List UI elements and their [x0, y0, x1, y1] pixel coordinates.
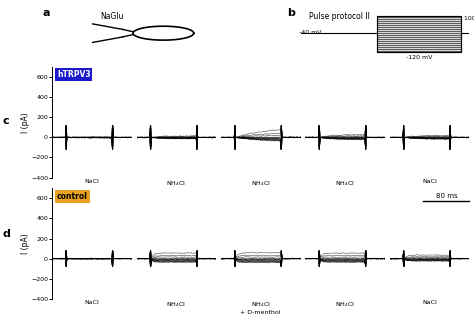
- Text: NaGlu: NaGlu: [100, 12, 124, 21]
- Y-axis label: I (pA): I (pA): [20, 112, 29, 133]
- Text: a: a: [42, 8, 49, 18]
- Y-axis label: I (pA): I (pA): [20, 233, 29, 254]
- Text: Pulse protocol II: Pulse protocol II: [309, 12, 370, 21]
- X-axis label: NaCl: NaCl: [422, 179, 437, 184]
- Text: -40 mV: -40 mV: [299, 30, 321, 35]
- X-axis label: NH$_4$Cl
+ D-menthol: NH$_4$Cl + D-menthol: [240, 300, 281, 315]
- X-axis label: NH$_4$Cl: NH$_4$Cl: [335, 300, 355, 309]
- X-axis label: NH$_4$Cl
+ D-menthol: NH$_4$Cl + D-menthol: [240, 179, 281, 194]
- X-axis label: NH$_4$Cl: NH$_4$Cl: [335, 179, 355, 188]
- X-axis label: NaCl: NaCl: [84, 179, 100, 184]
- Text: 80 ms: 80 ms: [436, 193, 457, 199]
- X-axis label: NaCl: NaCl: [84, 300, 100, 305]
- Text: control: control: [57, 192, 88, 201]
- Text: hTRPV3: hTRPV3: [57, 70, 91, 79]
- X-axis label: NaCl: NaCl: [422, 300, 437, 305]
- X-axis label: NH$_4$Cl: NH$_4$Cl: [166, 300, 186, 309]
- Text: c: c: [2, 116, 9, 126]
- Polygon shape: [376, 16, 461, 52]
- X-axis label: NH$_4$Cl: NH$_4$Cl: [166, 179, 186, 188]
- Text: d: d: [2, 229, 10, 239]
- Text: 100 mV: 100 mV: [464, 16, 474, 21]
- Text: -120 mV: -120 mV: [406, 55, 432, 60]
- Text: b: b: [287, 8, 295, 18]
